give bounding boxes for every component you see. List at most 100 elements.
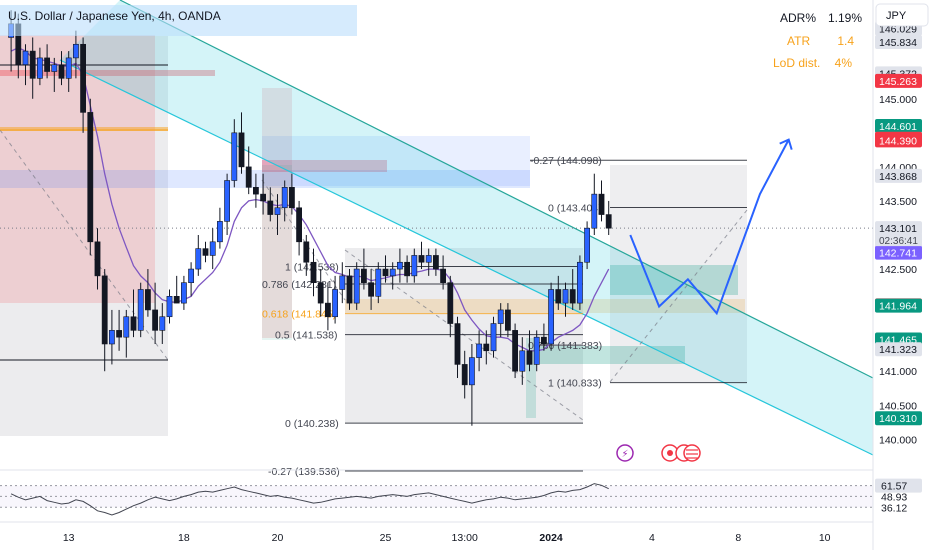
candle-body-down <box>440 268 446 283</box>
candle <box>159 303 166 344</box>
price-tick-5: 140.500 <box>879 400 917 412</box>
demand-zone-low <box>540 346 685 364</box>
candle <box>65 51 72 92</box>
price-marker-label-7: 143.868 <box>879 171 917 183</box>
lightning-event-icon[interactable] <box>616 444 634 462</box>
candle <box>591 173 598 235</box>
stat-lod-value: 4% <box>835 56 853 70</box>
candle-body-down <box>569 289 576 304</box>
candle-body-down <box>447 282 454 324</box>
candle-body-down <box>87 112 94 243</box>
candle <box>483 330 490 365</box>
candle-body-down <box>101 275 108 345</box>
candle <box>375 262 382 304</box>
candle-body-up <box>281 187 288 209</box>
rsi-line <box>10 483 609 516</box>
price-axis-bg <box>873 0 932 550</box>
fib-layer: -0.27 (144.098)0 (143.404)1 (140.833)1 (… <box>262 155 747 478</box>
candle-body-up <box>36 57 43 79</box>
rsi-marker-box <box>875 478 922 493</box>
candle-body-down <box>404 261 410 277</box>
candle <box>238 112 245 174</box>
price-marker-9 <box>875 245 922 260</box>
candle-body-down <box>324 302 331 318</box>
candle-body-down <box>94 241 101 277</box>
blue-zone-wide <box>0 170 530 188</box>
time-tick-0: 13 <box>63 532 75 544</box>
candle <box>519 337 526 385</box>
candle-body-up <box>476 343 482 358</box>
candle <box>188 262 194 297</box>
price-marker-label-9: 142.741 <box>879 248 917 260</box>
price-axis[interactable]: 145.000144.000143.500142.500141.000140.5… <box>872 0 932 550</box>
candle <box>51 57 58 92</box>
time-tick-2: 20 <box>272 532 284 544</box>
price-marker-4 <box>875 118 922 133</box>
candle <box>533 330 540 372</box>
rsi-pane <box>0 469 932 523</box>
candle-body-up <box>137 289 144 331</box>
projection-path <box>629 139 790 316</box>
fib-label-4: 0.786 (142.281) <box>262 279 336 291</box>
candle <box>245 146 252 195</box>
candle-body-up <box>490 323 497 352</box>
time-tick-1: 18 <box>178 532 190 544</box>
candle <box>109 309 115 365</box>
candle-body-up <box>339 275 346 290</box>
candle <box>562 282 569 317</box>
candle <box>346 269 353 310</box>
stat-atr-value: 1.4 <box>837 34 854 48</box>
candle <box>224 173 230 235</box>
candle <box>332 275 338 324</box>
candle <box>36 47 43 86</box>
candle <box>260 173 266 215</box>
candle-body-up <box>159 316 166 331</box>
candle <box>173 275 180 304</box>
candle <box>432 248 439 276</box>
time-axis[interactable]: 13 18 20 25 13:00 2024 4 8 10 <box>63 532 831 544</box>
candle <box>360 248 367 290</box>
projection-arrowhead <box>779 138 793 150</box>
rsi-axis-label-0: 61.57 <box>881 481 907 493</box>
candle-body-up <box>65 57 72 79</box>
candle-body-down <box>116 330 122 338</box>
economic-event-dot <box>667 450 673 456</box>
candle-body-up <box>181 282 187 304</box>
candle <box>116 309 122 351</box>
candle <box>231 119 238 188</box>
candle <box>396 248 403 283</box>
candle-body-up <box>51 64 58 72</box>
fib-label-7: 0 (140.238) <box>285 418 339 430</box>
currency-button[interactable] <box>875 3 929 27</box>
supply-line-zone <box>0 70 215 76</box>
candle-body-up <box>195 248 202 270</box>
price-marker-14 <box>875 411 922 426</box>
price-tick-2: 143.500 <box>879 196 917 208</box>
candle-body-down <box>360 268 367 283</box>
candle <box>584 221 590 270</box>
candle-body-down <box>598 193 605 215</box>
candle <box>130 289 137 338</box>
price-marker-label-11: 141.964 <box>879 301 917 313</box>
candles-layer <box>8 10 612 426</box>
currency-label: JPY <box>886 10 907 22</box>
price-tick-4: 141.000 <box>879 366 917 378</box>
candle-body-down <box>504 309 511 331</box>
candle-body-up <box>562 289 569 304</box>
candle-body-up <box>519 350 526 372</box>
candle-body-down <box>303 241 310 263</box>
price-marker-7 <box>875 168 922 183</box>
time-tick-6: 4 <box>649 532 655 544</box>
candle-body-down <box>346 275 353 304</box>
red-zone-small <box>262 160 387 172</box>
candle-body-down <box>540 336 547 345</box>
price-marker-1 <box>875 34 922 49</box>
candle-body-up <box>209 241 216 256</box>
candle-body-down <box>368 282 374 297</box>
candle <box>468 343 475 426</box>
candle <box>447 275 454 338</box>
candle-body-up <box>591 193 598 229</box>
candle <box>288 173 295 215</box>
us-flag-event-icon-2[interactable] <box>683 444 701 462</box>
candle <box>94 228 101 290</box>
